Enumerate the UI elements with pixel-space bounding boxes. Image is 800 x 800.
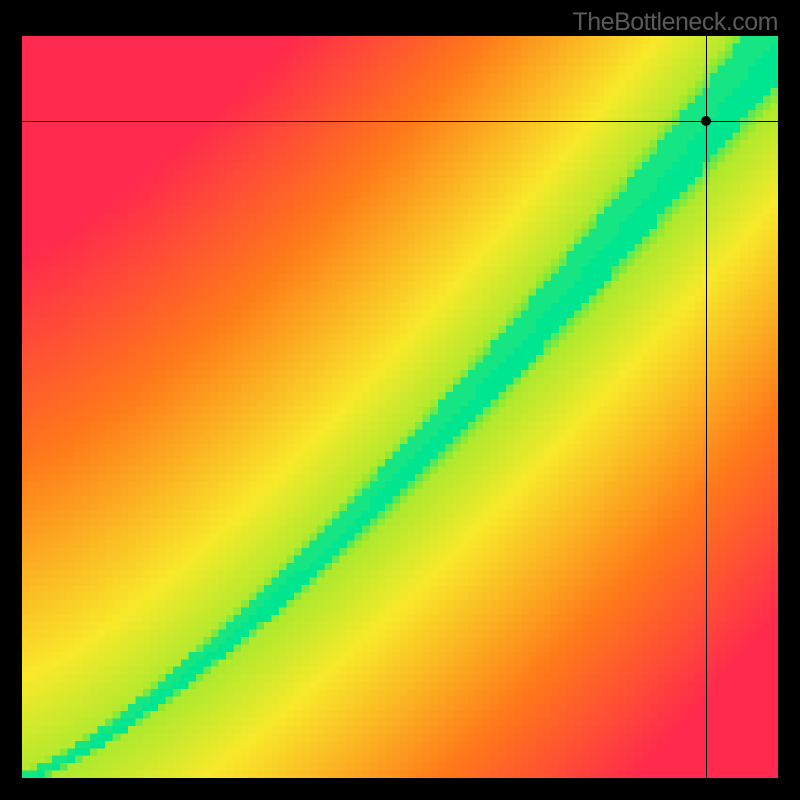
watermark-text: TheBottleneck.com: [573, 8, 779, 37]
crosshair-horizontal: [22, 121, 778, 122]
crosshair-vertical: [706, 36, 707, 778]
crosshair-marker: [701, 116, 711, 126]
bottleneck-heatmap-plot: [22, 36, 778, 778]
heatmap-canvas: [22, 36, 778, 778]
